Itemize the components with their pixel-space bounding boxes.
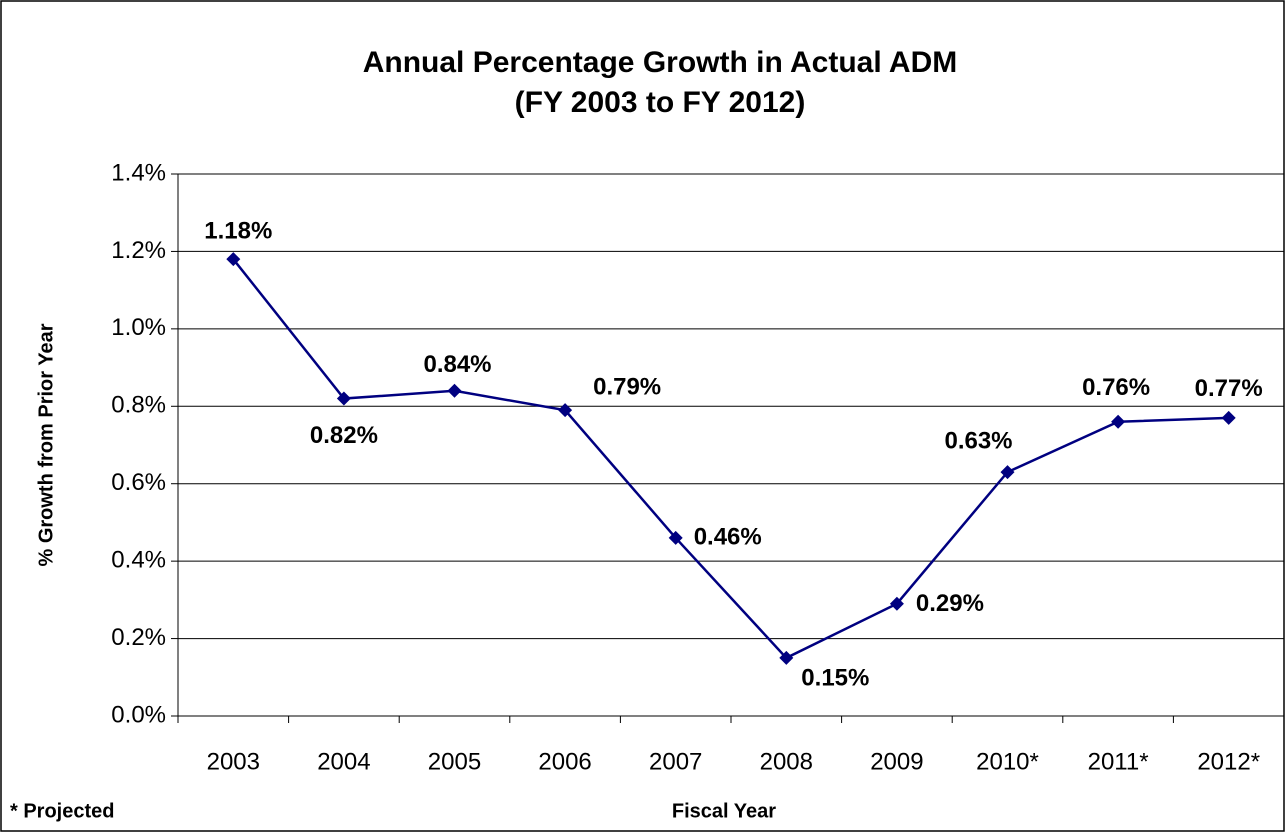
marker [1111,414,1126,429]
y-tick-label: 1.4% [111,159,166,186]
data-label: 0.82% [310,422,378,449]
data-label: 0.76% [1082,374,1150,401]
y-tick-label: 0.8% [111,392,166,419]
marker [889,596,904,611]
marker [1000,465,1015,480]
x-tick-label: 2003 [207,748,260,775]
y-tick-label: 1.0% [111,314,166,341]
data-label: 0.84% [423,351,491,378]
chart-title: Annual Percentage Growth in Actual ADM [363,46,958,79]
chart-subtitle: (FY 2003 to FY 2012) [515,86,806,119]
data-label: 1.18% [204,218,272,245]
line [232,258,1229,660]
data-label: 0.15% [801,664,869,691]
x-tick-label: 2009 [870,748,923,775]
y-axis-title: % Growth from Prior Year [35,323,57,566]
data-label: 0.63% [944,427,1012,454]
marker [779,650,794,665]
y-tick-label: 0.6% [111,469,166,496]
data-label: 0.46% [694,523,762,550]
y-tick-label: 0.4% [111,546,166,573]
x-tick-label: 2007 [649,748,702,775]
marker [226,252,241,267]
x-tick-label: 2010* [976,748,1039,775]
marker [668,530,683,545]
data-label: 0.77% [1195,375,1263,402]
marker [1221,410,1236,425]
marker [558,403,573,418]
marker [336,391,351,406]
data-label: 0.29% [916,590,984,617]
data-label: 0.79% [593,374,661,401]
y-tick-label: 1.2% [111,237,166,264]
x-tick-label: 2011* [1088,748,1149,775]
y-tick-label: 0.0% [111,701,166,728]
y-tick-label: 0.2% [111,624,166,651]
marker [447,383,462,398]
x-tick-label: 2005 [428,748,481,775]
x-tick-label: 2006 [538,748,591,775]
annotation: * Projected [10,800,114,822]
x-tick-label: 2004 [317,748,370,775]
x-tick-label: 2012* [1197,748,1260,775]
x-tick-label: 2008 [760,748,813,775]
x-axis-title: Fiscal Year [672,800,776,822]
